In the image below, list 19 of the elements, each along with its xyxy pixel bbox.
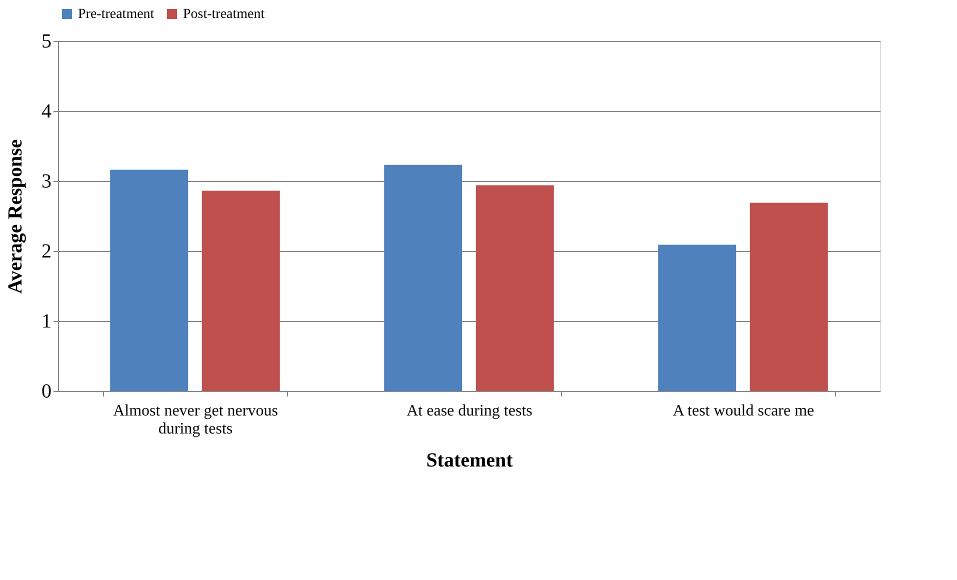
- x-tick-label: Almost never get nervous during tests: [113, 402, 278, 438]
- legend-label: Pre-treatment: [78, 7, 154, 22]
- x-tick-label: A test would scare me: [672, 402, 814, 420]
- bar: [750, 202, 828, 391]
- bar: [384, 164, 462, 391]
- bar: [476, 185, 554, 391]
- bar: [658, 244, 736, 391]
- y-tick-label: 2: [42, 240, 52, 262]
- bar: [110, 170, 188, 391]
- y-tick-label: 5: [42, 30, 52, 52]
- y-tick-label: 4: [42, 100, 52, 122]
- y-tick-label: 1: [42, 310, 52, 332]
- bar: [202, 190, 280, 391]
- legend-label: Post-treatment: [183, 7, 265, 22]
- y-tick-label: 3: [42, 170, 52, 192]
- x-tick-label: At ease during tests: [406, 402, 532, 420]
- y-tick-label: 0: [42, 380, 52, 402]
- y-axis-title: Average Response: [4, 139, 26, 294]
- x-axis-title: Statement: [426, 450, 514, 472]
